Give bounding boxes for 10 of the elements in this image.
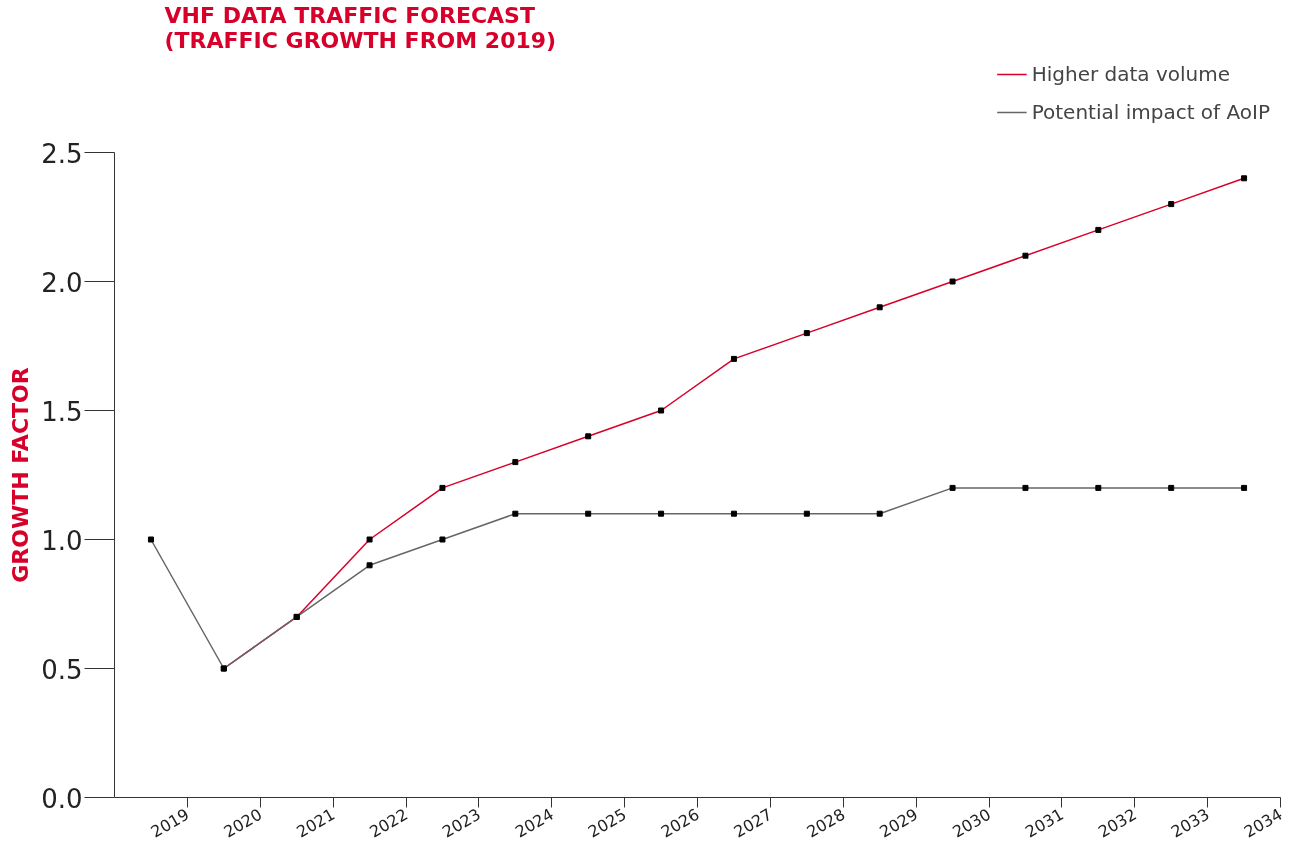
chart-title: VHF DATA TRAFFIC FORECAST (TRAFFIC GROWTH FROM 2019) (164, 2, 557, 53)
y-tick-label: 2.0 (41, 267, 83, 298)
y-tick-label: 1.5 (41, 396, 83, 427)
y-axis-title: GROWTH FACTOR (8, 367, 34, 583)
y-tick-label: 2.5 (41, 138, 83, 169)
legend-label: Potential impact of AoIP (1031, 100, 1270, 124)
y-tick-label: 0.0 (41, 783, 83, 814)
legend-label: Higher data volume (1031, 62, 1231, 86)
y-tick-label: 1.0 (41, 525, 83, 556)
y-tick-label: 0.5 (41, 654, 83, 685)
